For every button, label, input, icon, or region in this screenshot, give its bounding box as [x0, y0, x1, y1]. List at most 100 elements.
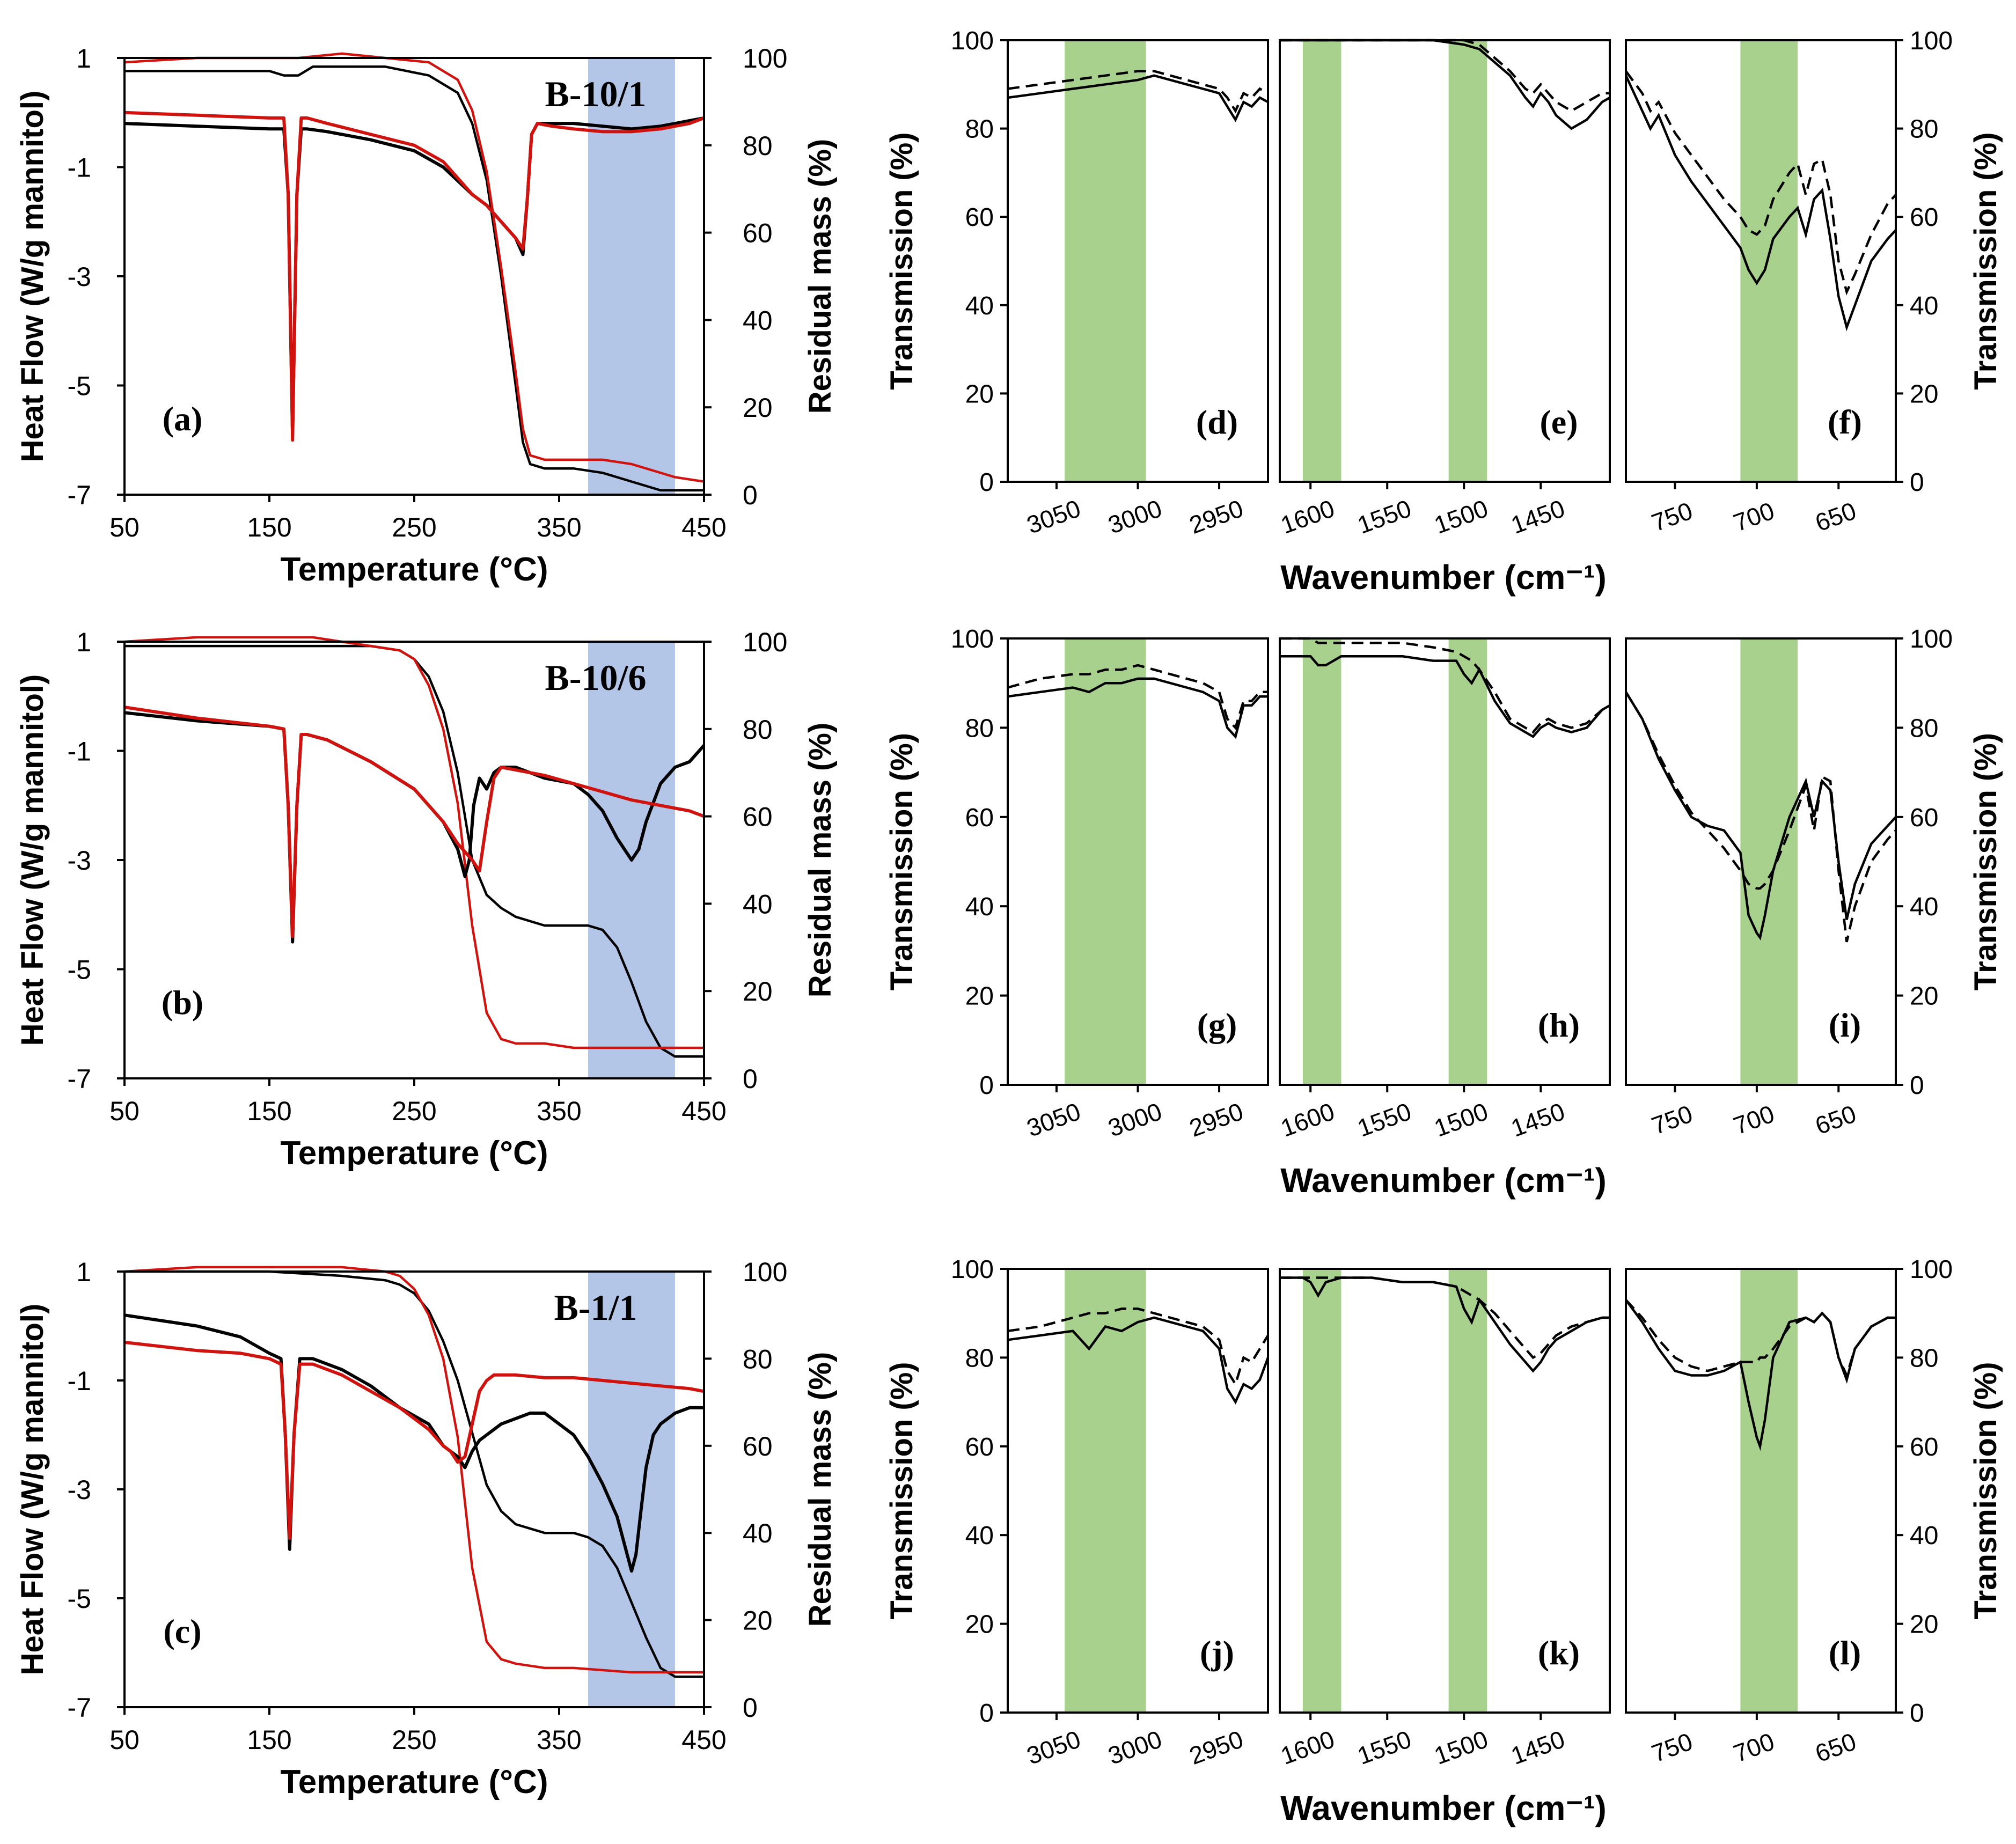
y-left-tick-label: -5	[68, 955, 91, 985]
x-axis-label: Temperature (°C)	[280, 1135, 548, 1172]
series-line-tga-red	[124, 636, 704, 1049]
y-left-tick-label: 100	[951, 625, 994, 653]
x-tick-label: 50	[109, 1725, 140, 1755]
series-line-tga-black	[124, 1270, 704, 1678]
y-left-tick-label: -3	[68, 846, 91, 876]
y-right-tick-label: 60	[1910, 1433, 1938, 1461]
y-right-tick-label: 0	[743, 1693, 758, 1723]
absorption-highlight-band	[1302, 40, 1341, 482]
y-left-tick-label: 0	[979, 1699, 994, 1728]
y-right-axis-label: Residual mass (%)	[803, 139, 838, 414]
absorption-highlight-band	[1740, 1269, 1798, 1713]
dashed-spectrum-line	[1007, 1307, 1269, 1387]
y-left-tick-label: 1	[76, 43, 91, 74]
ftir-panel: 3050 3000 2950(j)	[1007, 1268, 1270, 1770]
y-left-tick-label: 1	[76, 627, 91, 657]
y-left-tick-label: 80	[965, 1344, 994, 1372]
temperature-highlight-band	[588, 58, 675, 495]
y-right-tick-label: 40	[1910, 292, 1938, 320]
plot-frame	[1625, 1268, 1897, 1714]
ftir-panel: 750 700 650(l)	[1625, 1268, 1897, 1768]
y-right-tick-label: 0	[743, 1064, 758, 1094]
y-right-tick-label: 0	[743, 480, 758, 510]
y-left-tick-label: 20	[965, 1611, 994, 1639]
dsc-tga-panel-0: 50 150 250 350 450 1 -1 -3 -5 -7 100 80 60 40 20 0 Heat …	[15, 43, 838, 588]
y-left-tick-label: -7	[68, 1064, 91, 1094]
ftir-row-1: 3050 3000 2950(g)1600 1550 1500 1450(h)750 700…	[884, 625, 2003, 1200]
y-left-tick-label: 100	[951, 27, 994, 55]
x-tick-label: 150	[247, 1096, 291, 1126]
ftir-panel: 1600 1550 1500 1450(h)	[1277, 637, 1611, 1142]
plot-frame	[1279, 39, 1611, 483]
y-left-axis-label: Heat Flow (W/g mannitol)	[15, 91, 50, 462]
absorption-highlight-band	[1302, 1269, 1341, 1713]
sample-label: B-1/1	[554, 1287, 637, 1328]
dashed-spectrum-line	[1007, 70, 1269, 114]
y-right-tick-label: 40	[743, 305, 773, 335]
absorption-highlight-band	[1448, 40, 1487, 482]
x-axis-label: Wavenumber (cm⁻¹)	[1280, 558, 1607, 597]
dsc-tga-panel-2: 50 150 250 350 450 1 -1 -3 -5 -7 100 80 60 40 20 0 Heat …	[15, 1257, 838, 1801]
y-right-tick-label: 20	[1910, 982, 1938, 1011]
y-right-tick-label: 60	[743, 218, 773, 248]
x-tick-label: 250	[392, 1725, 436, 1755]
x-axis-label: Wavenumber (cm⁻¹)	[1280, 1161, 1607, 1200]
panel-label: (d)	[1196, 403, 1238, 441]
absorption-highlight-band	[1740, 40, 1798, 482]
y-right-tick-label: 100	[743, 1257, 787, 1287]
y-left-tick-label: 60	[965, 1433, 994, 1461]
series-line-tga-red	[124, 1266, 704, 1674]
y-left-tick-label: 20	[965, 982, 994, 1011]
absorption-highlight-band	[1448, 638, 1487, 1085]
y-left-tick-label: -7	[68, 480, 91, 510]
plot-frame	[1279, 637, 1611, 1086]
absorption-highlight-band	[1065, 40, 1146, 482]
y-right-tick-label: 60	[743, 802, 773, 832]
x-tick-label: 450	[681, 1096, 726, 1126]
ftir-panel: 3050 3000 2950(g)	[1007, 637, 1269, 1142]
solid-spectrum-line	[1625, 1299, 1896, 1451]
y-right-tick-label: 20	[743, 976, 773, 1007]
panel-label: (h)	[1538, 1006, 1580, 1044]
panel-label: (b)	[162, 983, 203, 1022]
solid-spectrum-line	[1625, 691, 1897, 941]
y-right-tick-label: 80	[743, 1344, 773, 1374]
y-left-axis-label: Heat Flow (W/g mannitol)	[15, 674, 50, 1046]
y-left-axis-label: Transmission (%)	[884, 733, 919, 990]
x-tick-label: 450	[681, 512, 726, 542]
y-left-tick-label: -5	[68, 371, 91, 401]
y-right-tick-label: 80	[743, 715, 773, 745]
plot-frame	[1625, 39, 1897, 483]
absorption-highlight-band	[1065, 638, 1146, 1085]
solid-spectrum-line	[1007, 74, 1269, 122]
y-right-axis-label: Residual mass (%)	[803, 1352, 838, 1627]
temperature-highlight-band	[588, 1272, 675, 1707]
y-left-tick-label: 100	[951, 1255, 994, 1284]
dashed-spectrum-line	[1007, 664, 1268, 730]
y-right-tick-label: 100	[743, 627, 787, 657]
y-left-tick-label: 80	[965, 714, 994, 743]
absorption-highlight-band	[1302, 638, 1341, 1085]
dashed-spectrum-line	[1280, 1276, 1610, 1360]
panel-label: (a)	[163, 400, 203, 438]
sample-label: B-10/6	[545, 657, 647, 698]
y-left-tick-label: 60	[965, 203, 994, 232]
x-tick-label: 150	[247, 1725, 291, 1755]
y-right-tick-label: 100	[1910, 27, 1953, 55]
panel-label: (i)	[1829, 1006, 1861, 1044]
y-right-axis-label: Transmission (%)	[1968, 132, 2003, 390]
x-tick-label: 250	[392, 512, 436, 542]
solid-spectrum-line	[1007, 1316, 1270, 1405]
y-right-tick-label: 100	[1910, 1255, 1953, 1284]
y-left-tick-label: 1	[76, 1257, 91, 1287]
y-left-tick-label: -3	[68, 1475, 91, 1505]
y-left-tick-label: -3	[68, 262, 91, 292]
x-axis-label: Wavenumber (cm⁻¹)	[1280, 1789, 1607, 1827]
y-right-tick-label: 60	[1910, 203, 1938, 232]
y-right-tick-label: 80	[1910, 1344, 1938, 1372]
y-left-tick-label: -1	[68, 737, 91, 767]
absorption-highlight-band	[1448, 1269, 1487, 1713]
y-right-tick-label: 100	[743, 43, 787, 74]
x-tick-label: 350	[537, 512, 581, 542]
series-line-dsc-red	[124, 111, 705, 442]
